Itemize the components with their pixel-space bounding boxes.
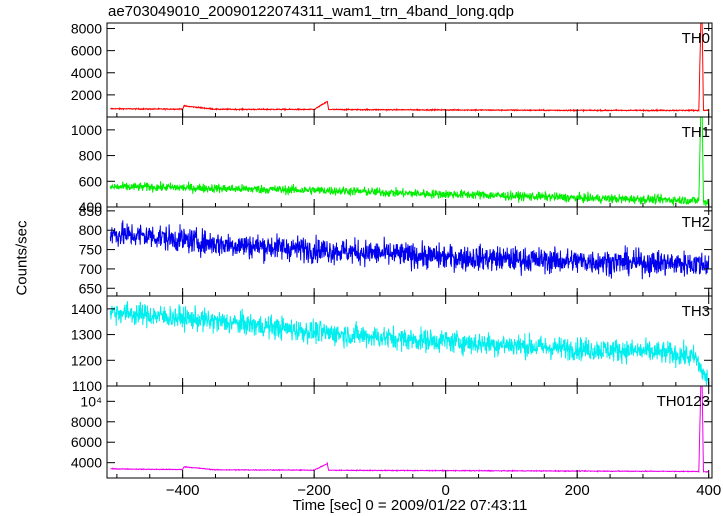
- y-tick-label-th0: 4000: [71, 65, 102, 81]
- x-tick-label: −200: [297, 482, 331, 499]
- y-tick-label-th1: 800: [79, 148, 103, 164]
- panel-label-th1: TH1: [682, 124, 710, 141]
- panel-label-th0123: TH0123: [657, 393, 710, 410]
- y-tick-label-th2: 800: [79, 222, 103, 238]
- y-tick-label-th0: 8000: [71, 21, 102, 37]
- series-line-th1: [109, 117, 710, 207]
- series-line-th2: [109, 220, 710, 280]
- y-tick-label-th2: 750: [79, 242, 103, 258]
- y-tick-label-th2: 700: [79, 261, 103, 277]
- y-tick-label-th1: 400: [79, 199, 103, 215]
- y-tick-label-th3: 1300: [71, 327, 102, 343]
- x-axis-label: Time [sec] 0 = 2009/01/22 07:43:11: [292, 497, 528, 514]
- panel-label-th0: TH0: [682, 30, 710, 47]
- y-tick-label-th0: 6000: [71, 43, 102, 59]
- panel-label-th3: TH3: [682, 303, 710, 320]
- x-tick-label: 400: [696, 482, 721, 499]
- y-tick-label-th1: 600: [79, 173, 103, 189]
- y-tick-label-th3: 1200: [71, 352, 102, 368]
- chart-title: ae703049010_20090122074311_wam1_trn_4ban…: [108, 3, 514, 20]
- y-tick-label-th0123: 10⁴: [80, 393, 102, 409]
- y-tick-label-th0123: 8000: [71, 414, 102, 430]
- panel-frame-th0123: [106, 385, 713, 479]
- y-tick-label-th0123: 4000: [71, 455, 102, 471]
- y-tick-label-th2: 850: [79, 203, 103, 219]
- series-line-th0123: [110, 386, 709, 473]
- y-tick-label-th3: 1400: [71, 301, 102, 317]
- y-tick-label-th3: 1100: [72, 378, 102, 394]
- y-tick-label-th0: 2000: [71, 87, 102, 103]
- x-tick-label: 200: [565, 482, 590, 499]
- series-line-th0: [110, 23, 710, 113]
- panel-label-th2: TH2: [682, 214, 710, 231]
- y-tick-label-th2: 650: [79, 280, 103, 296]
- y-tick-label-th1: 1000: [71, 122, 102, 138]
- x-tick-label: 0: [441, 482, 449, 499]
- y-tick-label-th0123: 6000: [71, 434, 102, 450]
- panel-frame-th0: [106, 22, 713, 118]
- series-line-th3: [109, 301, 710, 386]
- x-tick-label: −400: [166, 482, 200, 499]
